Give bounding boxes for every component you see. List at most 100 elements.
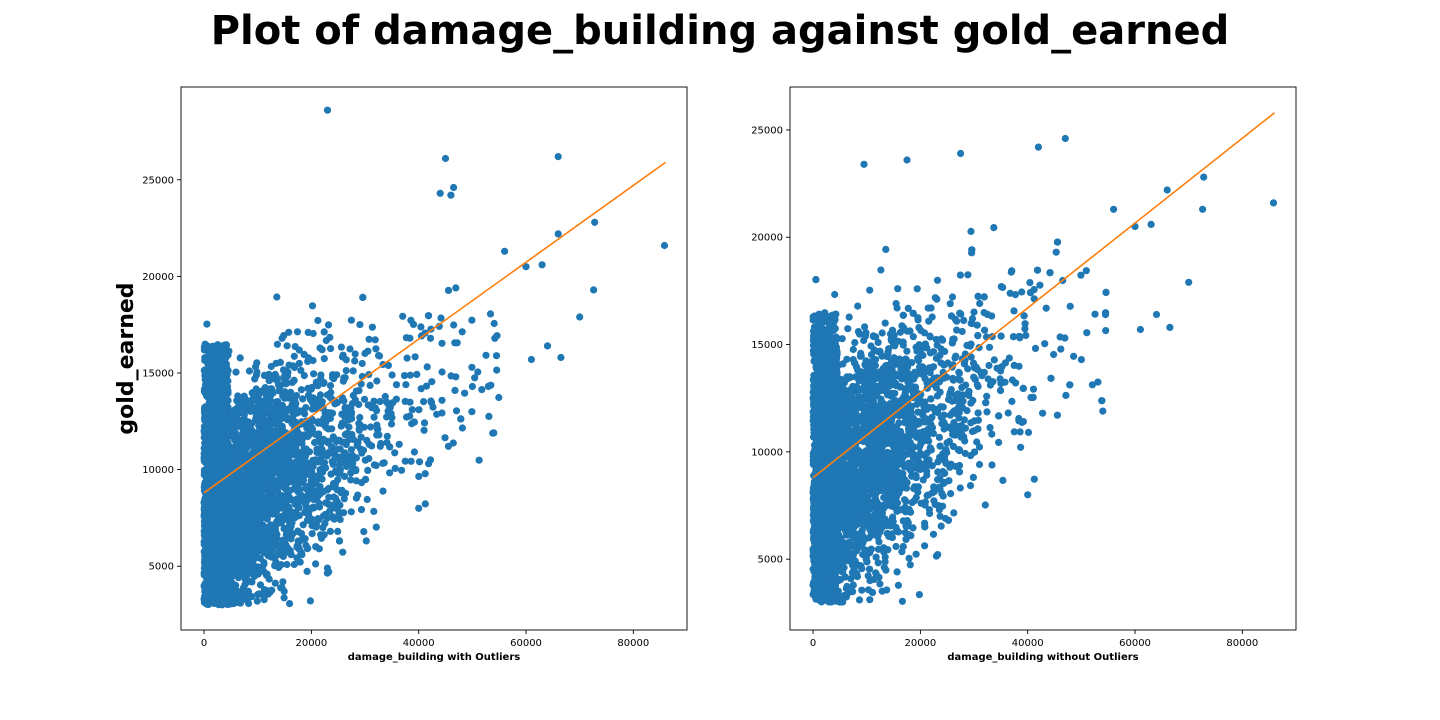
scatter-point xyxy=(307,396,315,404)
scatter-point xyxy=(457,415,465,423)
scatter-point xyxy=(360,528,368,536)
scatter-point xyxy=(371,336,379,344)
scatter-point xyxy=(221,478,229,486)
scatter-point xyxy=(259,513,267,522)
scatter-point xyxy=(212,553,220,561)
scatter-point xyxy=(985,343,994,351)
scatter-point xyxy=(590,286,598,294)
scatter-point xyxy=(437,314,445,322)
scatter-point xyxy=(438,339,446,347)
scatter-point xyxy=(340,411,348,419)
scatter-point xyxy=(399,312,407,320)
scatter-point xyxy=(285,513,293,521)
scatter-point xyxy=(218,371,226,379)
scatter-point xyxy=(388,371,396,379)
scatter-point xyxy=(285,547,293,555)
scatter-point xyxy=(557,353,565,362)
scatter-point xyxy=(277,408,285,416)
scatter-point xyxy=(221,439,230,447)
scatter-point xyxy=(202,442,211,450)
scatter-point xyxy=(986,424,994,432)
scatter-point xyxy=(252,363,260,371)
scatter-point xyxy=(310,495,318,504)
scatter-point xyxy=(323,452,331,460)
y-tick-label: 20000 xyxy=(142,272,174,283)
x-tick-label: 60000 xyxy=(510,638,542,649)
scatter-point xyxy=(329,460,337,468)
scatter-point xyxy=(407,316,415,324)
scatter-point xyxy=(237,408,245,416)
scatter-point xyxy=(309,417,317,425)
scatter-point xyxy=(201,415,209,423)
scatter-point xyxy=(296,455,304,463)
scatter-point xyxy=(357,506,366,514)
scatter-plot-without-outliers: 0 20000 40000 60000 800005000100001500020000… xyxy=(751,86,1297,663)
scatter-point xyxy=(279,543,287,552)
scatter-point xyxy=(313,448,321,456)
scatter-point xyxy=(453,339,461,347)
scatter-point xyxy=(831,290,839,299)
scatter-point xyxy=(493,366,501,374)
scatter-point xyxy=(201,495,209,503)
scatter-point xyxy=(251,482,259,490)
scatter-point xyxy=(219,468,228,476)
scatter-point xyxy=(372,523,380,531)
scatter-point xyxy=(214,455,223,463)
scatter-point xyxy=(245,367,253,375)
axes-frame xyxy=(180,86,688,631)
scatter-point xyxy=(273,340,281,348)
scatter-point xyxy=(478,386,486,394)
scatter-point xyxy=(236,354,244,362)
scatter-point xyxy=(334,527,342,536)
scatter-point xyxy=(209,423,217,431)
scatter-point xyxy=(308,530,316,538)
scatter-point xyxy=(262,463,270,471)
scatter-point xyxy=(330,448,338,456)
scatter-point xyxy=(285,328,293,336)
scatter-point xyxy=(258,546,266,555)
scatter-point xyxy=(254,590,262,599)
scatter-point xyxy=(244,587,252,596)
scatter-point xyxy=(321,519,329,528)
scatter-point xyxy=(310,457,318,465)
scatter-point xyxy=(239,426,247,434)
scatter-point xyxy=(341,374,349,382)
scatter-plot-with-outliers: 0 20000 40000 60000 800005000100001500020000… xyxy=(114,86,688,663)
scatter-point xyxy=(201,388,209,396)
scatter-point xyxy=(270,510,278,518)
scatter-point xyxy=(290,352,298,360)
scatter-point xyxy=(287,388,295,396)
scatter-point xyxy=(301,452,310,460)
scatter-point xyxy=(423,363,431,371)
scatter-point xyxy=(946,300,954,308)
scatter-point xyxy=(436,189,444,197)
scatter-point xyxy=(263,570,271,578)
scatter-point xyxy=(468,408,476,416)
scatter-point xyxy=(223,597,232,605)
scatter-point xyxy=(260,426,268,434)
scatter-point xyxy=(838,335,846,343)
scatter-point xyxy=(201,381,210,389)
scatter-point xyxy=(231,413,239,421)
scatter-point xyxy=(373,431,381,439)
scatter-point xyxy=(288,394,296,402)
scatter-point xyxy=(244,498,252,506)
scatter-point xyxy=(468,363,476,371)
scatter-point xyxy=(303,545,311,553)
scatter-point xyxy=(335,537,344,545)
scatter-point xyxy=(212,547,220,555)
scatter-point xyxy=(522,263,530,271)
scatter-point xyxy=(299,469,307,477)
scatter-point xyxy=(201,366,209,374)
scatter-point xyxy=(306,430,314,438)
scatter-point xyxy=(298,478,306,486)
scatter-point xyxy=(253,597,261,605)
scatter-point xyxy=(213,491,222,499)
scatter-point xyxy=(323,106,332,114)
scatter-point xyxy=(269,462,277,470)
scatter-point xyxy=(310,489,319,498)
scatter-point xyxy=(426,334,435,342)
scatter-point xyxy=(376,397,384,406)
scatter-point xyxy=(275,381,283,389)
scatter-point xyxy=(361,349,369,357)
